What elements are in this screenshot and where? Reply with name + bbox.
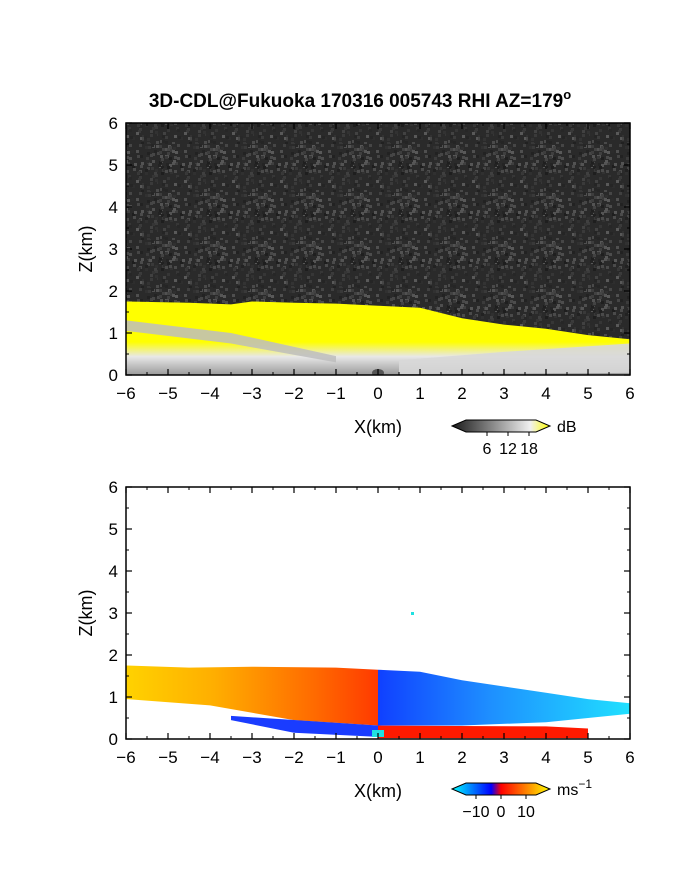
velocity-away-region: [126, 665, 378, 726]
snr-xtick-label: −1: [326, 384, 345, 403]
snr-ytick-label: 4: [109, 198, 118, 217]
snr-xtick-label: −5: [158, 384, 177, 403]
velocity-xtick-label: −4: [200, 748, 219, 767]
snr-xtick-label: 4: [541, 384, 550, 403]
snr-colorbar-unit: dB: [557, 419, 577, 436]
snr-ytick-label: 1: [109, 324, 118, 343]
snr-ytick-label: 6: [109, 114, 118, 133]
velocity-xtick-label: 3: [499, 748, 508, 767]
velocity-xlabel: X(km): [354, 781, 402, 801]
velocity-xtick-label: 1: [415, 748, 424, 767]
velocity-ylabel: Z(km): [76, 590, 96, 637]
snr-lower-band: [126, 320, 336, 363]
snr-ytick-label: 3: [109, 240, 118, 259]
velocity-lower-strip-right: [378, 725, 588, 739]
velocity-xtick-label: −2: [284, 748, 303, 767]
velocity-colorbar: −10 0 10 ms−1: [450, 777, 592, 821]
snr-colorbar-tick-label: 18: [520, 441, 538, 458]
velocity-ytick-label: 3: [109, 604, 118, 623]
velocity-ytick-label: 2: [109, 646, 118, 665]
velocity-xtick-label: 0: [373, 748, 382, 767]
snr-xtick-label: −3: [242, 384, 261, 403]
snr-ytick-label: 5: [109, 156, 118, 175]
velocity-ytick-label: 0: [109, 730, 118, 749]
snr-colorbar-tick-label: 12: [499, 441, 517, 458]
velocity-ytick-label: 6: [109, 478, 118, 497]
snr-ytick-label: 2: [109, 282, 118, 301]
snr-xtick-label: 0: [373, 384, 382, 403]
velocity-xtick-label: −6: [116, 748, 135, 767]
snr-xtick-label: −4: [200, 384, 219, 403]
velocity-ytick-label: 5: [109, 520, 118, 539]
snr-xtick-label: −6: [116, 384, 135, 403]
snr-xtick-label: −2: [284, 384, 303, 403]
velocity-colorbar-tick-label: −10: [462, 804, 489, 821]
velocity-colorbar-tick-label: 10: [517, 804, 535, 821]
velocity-colorbar-tick-label: 0: [497, 804, 506, 821]
velocity-xtick-label: 6: [625, 748, 634, 767]
snr-xtick-label: 1: [415, 384, 424, 403]
velocity-xtick-label: −3: [242, 748, 261, 767]
velocity-xtick-label: 5: [583, 748, 592, 767]
velocity-xtick-label: −1: [326, 748, 345, 767]
velocity-plot-area: [126, 612, 630, 739]
velocity-colorbar-bar: [450, 782, 552, 796]
velocity-xtick-label: 4: [541, 748, 550, 767]
velocity-xtick-label: −5: [158, 748, 177, 767]
snr-xlabel: X(km): [354, 417, 402, 437]
snr-ytick-label: 0: [109, 366, 118, 385]
snr-colorbar: 6 12 18 dB: [450, 419, 577, 458]
velocity-outlier: [411, 612, 414, 615]
snr-xtick-label: 2: [457, 384, 466, 403]
snr-xtick-label: 3: [499, 384, 508, 403]
velocity-toward-region: [378, 669, 630, 726]
velocity-ytick-label: 4: [109, 562, 118, 581]
velocity-lower-strip-left: [231, 715, 378, 737]
snr-ylabel: Z(km): [76, 226, 96, 273]
snr-colorbar-tick-label: 6: [483, 441, 492, 458]
snr-xtick-label: 6: [625, 384, 634, 403]
snr-plot-area: [126, 123, 630, 375]
velocity-xtick-label: 2: [457, 748, 466, 767]
snr-colorbar-bar: [450, 419, 552, 433]
velocity-colorbar-unit: ms−1: [557, 777, 592, 799]
velocity-ytick-label: 1: [109, 688, 118, 707]
figure-title: 3D-CDL@Fukuoka 170316 005743 RHI AZ=179o: [149, 87, 571, 112]
snr-xtick-label: 5: [583, 384, 592, 403]
snr-near-ground-band: [399, 343, 630, 375]
